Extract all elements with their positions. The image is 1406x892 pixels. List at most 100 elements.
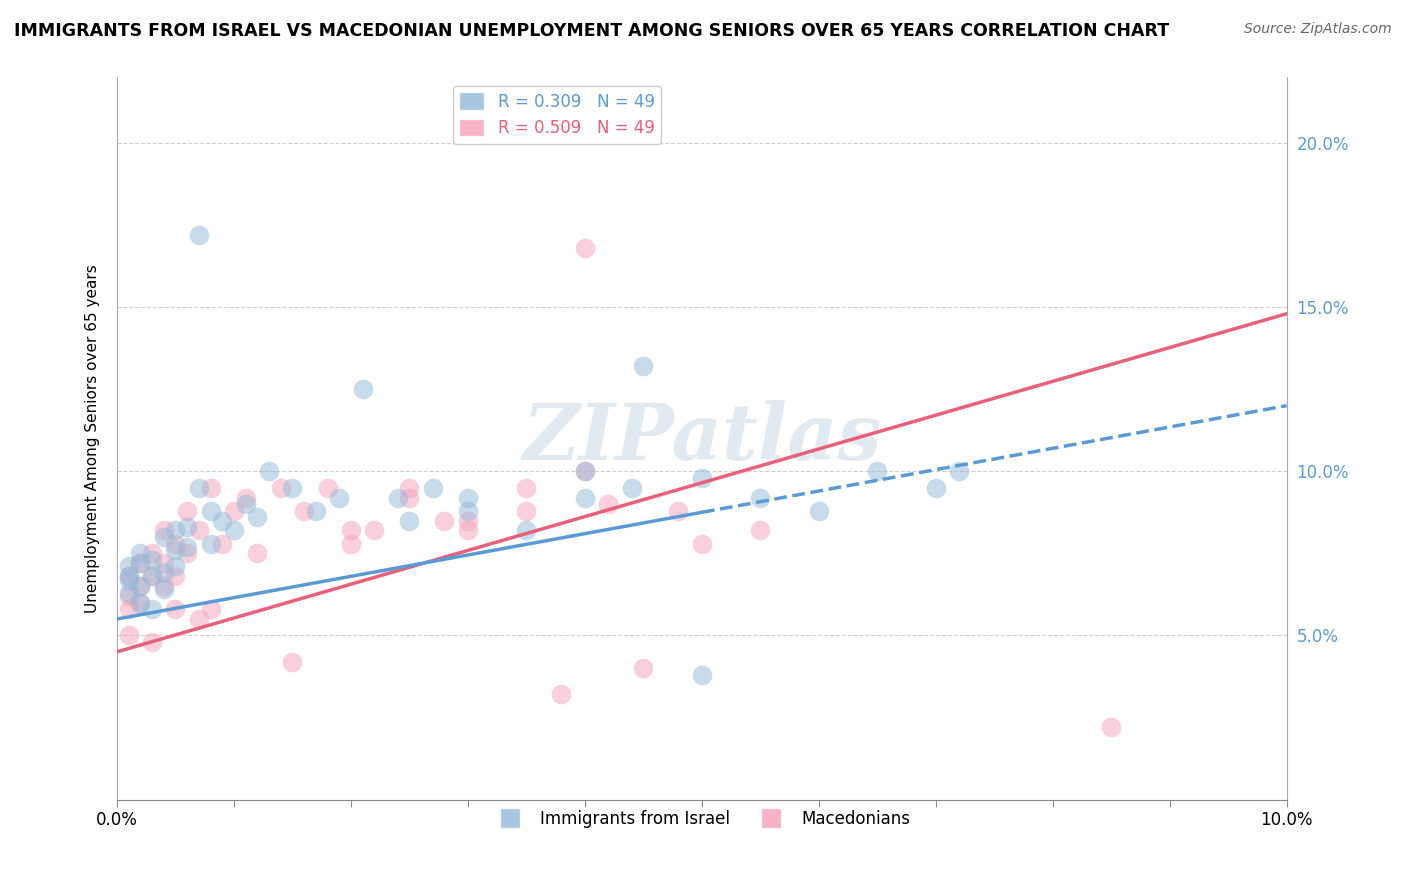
Point bbox=[340, 536, 363, 550]
Point bbox=[305, 504, 328, 518]
Point bbox=[666, 504, 689, 518]
Point bbox=[866, 464, 889, 478]
Point bbox=[387, 491, 409, 505]
Text: Source: ZipAtlas.com: Source: ZipAtlas.com bbox=[1244, 22, 1392, 37]
Point bbox=[550, 688, 572, 702]
Point bbox=[246, 546, 269, 560]
Point bbox=[118, 569, 141, 583]
Point bbox=[690, 668, 713, 682]
Point bbox=[129, 579, 152, 593]
Point bbox=[118, 628, 141, 642]
Point bbox=[690, 471, 713, 485]
Point bbox=[222, 504, 245, 518]
Point bbox=[165, 524, 187, 538]
Point bbox=[398, 491, 420, 505]
Point bbox=[398, 514, 420, 528]
Point bbox=[165, 543, 187, 558]
Point bbox=[118, 586, 141, 600]
Point bbox=[633, 359, 655, 374]
Point bbox=[129, 556, 152, 570]
Point bbox=[152, 566, 174, 580]
Point bbox=[270, 481, 292, 495]
Point bbox=[598, 497, 620, 511]
Point bbox=[176, 540, 198, 554]
Point bbox=[141, 546, 163, 560]
Point bbox=[246, 510, 269, 524]
Point bbox=[165, 559, 187, 574]
Point bbox=[187, 227, 209, 242]
Point bbox=[141, 553, 163, 567]
Point bbox=[620, 481, 643, 495]
Point bbox=[176, 546, 198, 560]
Point bbox=[118, 602, 141, 616]
Point bbox=[141, 569, 163, 583]
Point bbox=[515, 481, 537, 495]
Point bbox=[515, 504, 537, 518]
Point bbox=[433, 514, 456, 528]
Point bbox=[129, 546, 152, 560]
Point bbox=[749, 524, 772, 538]
Point bbox=[633, 661, 655, 675]
Point bbox=[187, 481, 209, 495]
Point bbox=[187, 612, 209, 626]
Point bbox=[200, 481, 222, 495]
Point bbox=[690, 536, 713, 550]
Point bbox=[257, 464, 280, 478]
Point bbox=[925, 481, 948, 495]
Point bbox=[574, 491, 596, 505]
Point bbox=[316, 481, 339, 495]
Point bbox=[457, 514, 479, 528]
Point bbox=[152, 579, 174, 593]
Point bbox=[152, 524, 174, 538]
Point bbox=[165, 569, 187, 583]
Point bbox=[281, 481, 304, 495]
Point bbox=[363, 524, 385, 538]
Point bbox=[328, 491, 350, 505]
Point bbox=[200, 602, 222, 616]
Text: IMMIGRANTS FROM ISRAEL VS MACEDONIAN UNEMPLOYMENT AMONG SENIORS OVER 65 YEARS CO: IMMIGRANTS FROM ISRAEL VS MACEDONIAN UNE… bbox=[14, 22, 1170, 40]
Point bbox=[281, 655, 304, 669]
Point bbox=[398, 481, 420, 495]
Point bbox=[187, 524, 209, 538]
Point bbox=[211, 536, 233, 550]
Point bbox=[292, 504, 315, 518]
Point bbox=[176, 504, 198, 518]
Point bbox=[422, 481, 444, 495]
Point bbox=[211, 514, 233, 528]
Point bbox=[176, 520, 198, 534]
Point bbox=[129, 579, 152, 593]
Point bbox=[574, 464, 596, 478]
Point bbox=[574, 241, 596, 255]
Point bbox=[948, 464, 970, 478]
Point bbox=[222, 524, 245, 538]
Legend: Immigrants from Israel, Macedonians: Immigrants from Israel, Macedonians bbox=[486, 803, 917, 835]
Point bbox=[235, 497, 257, 511]
Point bbox=[457, 491, 479, 505]
Point bbox=[129, 596, 152, 610]
Point bbox=[141, 635, 163, 649]
Point bbox=[515, 524, 537, 538]
Point bbox=[574, 464, 596, 478]
Point bbox=[200, 536, 222, 550]
Point bbox=[749, 491, 772, 505]
Point bbox=[165, 602, 187, 616]
Point bbox=[129, 596, 152, 610]
Point bbox=[457, 504, 479, 518]
Point bbox=[165, 536, 187, 550]
Point bbox=[152, 530, 174, 544]
Point bbox=[807, 504, 830, 518]
Y-axis label: Unemployment Among Seniors over 65 years: Unemployment Among Seniors over 65 years bbox=[86, 264, 100, 613]
Point bbox=[118, 559, 141, 574]
Text: ZIPatlas: ZIPatlas bbox=[522, 401, 882, 476]
Point bbox=[340, 524, 363, 538]
Point bbox=[141, 602, 163, 616]
Point bbox=[141, 569, 163, 583]
Point bbox=[118, 589, 141, 603]
Point bbox=[235, 491, 257, 505]
Point bbox=[129, 556, 152, 570]
Point bbox=[200, 504, 222, 518]
Point bbox=[118, 569, 141, 583]
Point bbox=[352, 382, 374, 396]
Point bbox=[1099, 720, 1122, 734]
Point bbox=[152, 582, 174, 597]
